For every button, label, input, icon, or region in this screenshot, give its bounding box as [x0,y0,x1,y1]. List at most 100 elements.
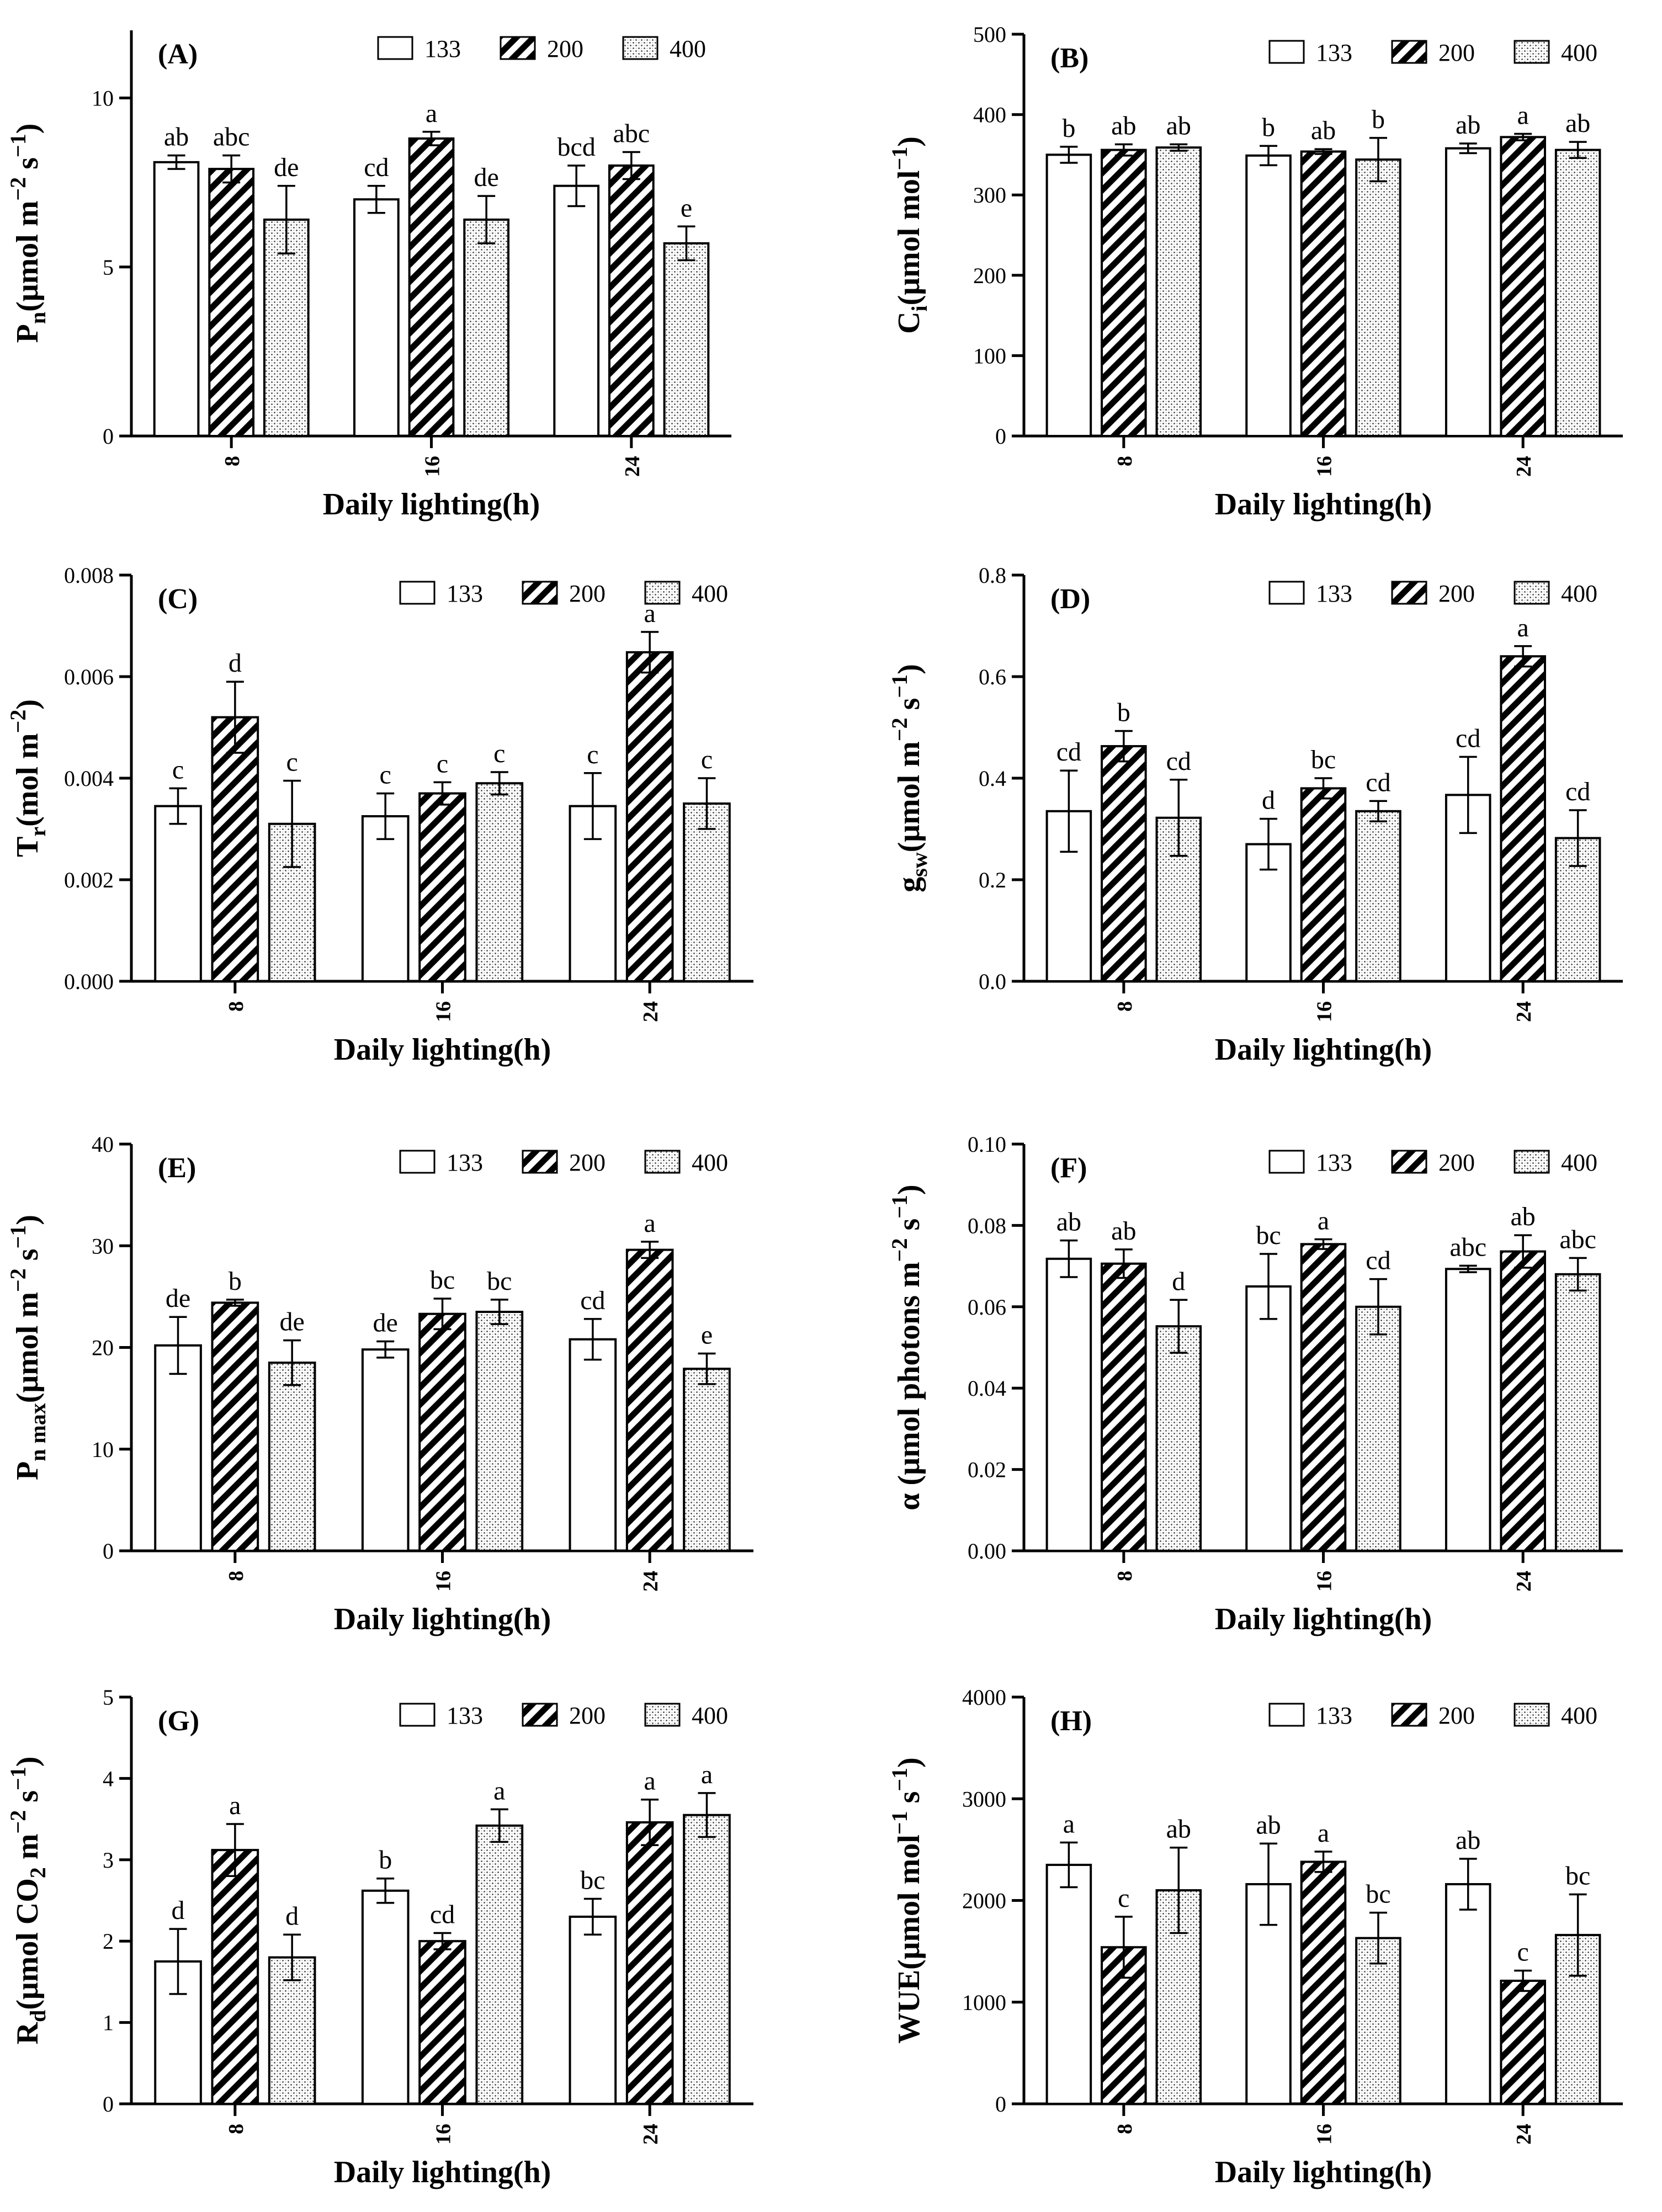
bar-400-16h [1355,1305,1401,1552]
x-tick-label: 8 [225,1001,248,1012]
legend-label-133: 133 [1316,39,1352,66]
legend-swatch-133 [377,36,413,60]
panel-label: (F) [1050,1152,1087,1184]
y-tick-label: 0 [103,1539,114,1564]
y-tick-label: 3000 [962,1786,1006,1811]
significance-letter: a [493,1776,505,1805]
x-tick-label: 16 [432,2124,455,2145]
panel-d: 0.0 0.2 0.4 0.6 0.8 8 cd b cd 16 d bc cd 24 cd a cd (D) 13… [887,563,1623,1067]
significance-letter: de [274,153,299,182]
x-tick-label: 24 [639,1001,662,1022]
y-tick-label: 200 [973,263,1006,288]
bar-133-16h [1245,154,1292,437]
significance-letter: b [229,1267,242,1296]
y-tick-label: 0.2 [979,868,1006,892]
x-tick-label: 16 [432,1571,455,1592]
significance-letter: d [172,1896,185,1925]
bar-133-24h [1445,147,1491,437]
y-tick-label: 0.6 [979,664,1006,689]
bar-133-8h [154,805,202,982]
legend-swatch-133 [1268,40,1305,64]
bar-200-24h [625,651,674,982]
bar-400-16h [475,1824,524,2105]
bar-400-24h [663,242,710,437]
x-tick-label: 16 [1313,1571,1336,1592]
legend-swatch-200 [1391,1703,1427,1727]
significance-letter: a [1318,1206,1329,1235]
significance-letter: a [1517,613,1529,642]
y-tick-label: 0.0 [979,969,1006,994]
significance-letter: d [1172,1267,1185,1296]
y-label-text: (μmol CO [10,1878,45,2010]
y-label-text: (μmol mol [892,171,926,306]
y-tick-label: 0.8 [979,563,1006,588]
y-label-text: (μmol m [10,201,45,312]
legend-swatch-400 [644,581,681,605]
y-label-text: (μmol m [892,741,926,852]
significance-letter: b [1117,698,1130,727]
significance-letter: c [286,748,298,777]
y-axis-label: Pn max(μmol m−2 s−1) [6,1215,50,1480]
bar-133-24h [569,1915,617,2105]
y-tick-label: 0.10 [968,1132,1006,1157]
x-axis-label: Daily lighting(h) [334,1602,551,1636]
bar-200-24h [1500,655,1546,982]
x-tick-label: 24 [639,1571,662,1592]
x-tick-label: 16 [1313,456,1336,477]
bar-200-8h [211,1849,259,2105]
significance-letter: b [1262,113,1275,142]
legend-label-133: 133 [447,1149,483,1176]
significance-letter: cd [364,153,389,182]
bar-400-24h [683,1368,731,1552]
y-label-text: (mol m [10,733,45,827]
y-label-sub: sw [907,852,932,877]
y-label-sub: i [907,305,932,311]
significance-letter: cd [580,1286,605,1315]
y-axis-label: gsw(μmol m−2 s−1) [887,664,932,892]
significance-letter: de [279,1307,304,1337]
y-label-sub: d [25,2010,50,2022]
legend-swatch-400 [1514,581,1550,605]
significance-letter: ab [1311,116,1336,145]
bar-133-24h [569,1338,617,1552]
bar-400-16h [463,219,509,437]
significance-letter: cd [1366,768,1390,797]
legend-label-400: 400 [1561,580,1597,607]
legend-swatch-400 [644,1703,681,1727]
x-axis-label: Daily lighting(h) [334,1033,551,1067]
bar-133-24h [1445,1883,1491,2105]
significance-letter: bc [487,1267,512,1296]
significance-letter: a [644,599,656,628]
legend-swatch-400 [644,1150,681,1174]
significance-letter: a [701,1760,713,1789]
legend-label-200: 200 [547,35,583,62]
y-tick-label: 0 [995,424,1006,449]
panel-e: 0 10 20 30 40 8 de b de 16 de bc bc 24 cd a e (E) 133 200 40… [6,1132,753,1636]
bar-200-16h [418,1940,466,2105]
x-axis-label: Daily lighting(h) [1215,1602,1432,1636]
panel-b: 0 100 200 300 400 500 8 b ab ab 16 b ab b 24 ab a ab (B) 13… [887,22,1623,522]
y-tick-label: 0.02 [968,1458,1006,1482]
significance-letter: a [1318,1818,1329,1848]
bar-133-24h [1445,1268,1491,1552]
significance-letter: c [587,740,598,769]
y-tick-label: 1000 [962,1990,1006,2015]
bar-133-8h [1045,153,1092,437]
x-tick-label: 8 [1113,2124,1137,2134]
significance-letter: ab [1256,1810,1281,1839]
legend-swatch-133 [399,1703,436,1727]
significance-letter: ab [1166,111,1191,140]
y-tick-label: 0.08 [968,1213,1006,1238]
significance-letter: bc [1311,745,1336,774]
y-label-sub: n max [25,1403,50,1461]
x-tick-label: 8 [1113,1001,1137,1012]
significance-letter: c [380,761,391,790]
significance-letter: abc [613,119,650,148]
bar-200-8h [1101,148,1147,437]
significance-letter: bc [580,1866,605,1895]
legend-swatch-200 [522,581,558,605]
legend-swatch-400 [1514,40,1550,64]
y-label-sub: r [25,827,50,837]
significance-letter: ab [1456,110,1480,140]
significance-letter: bc [1565,1861,1590,1890]
